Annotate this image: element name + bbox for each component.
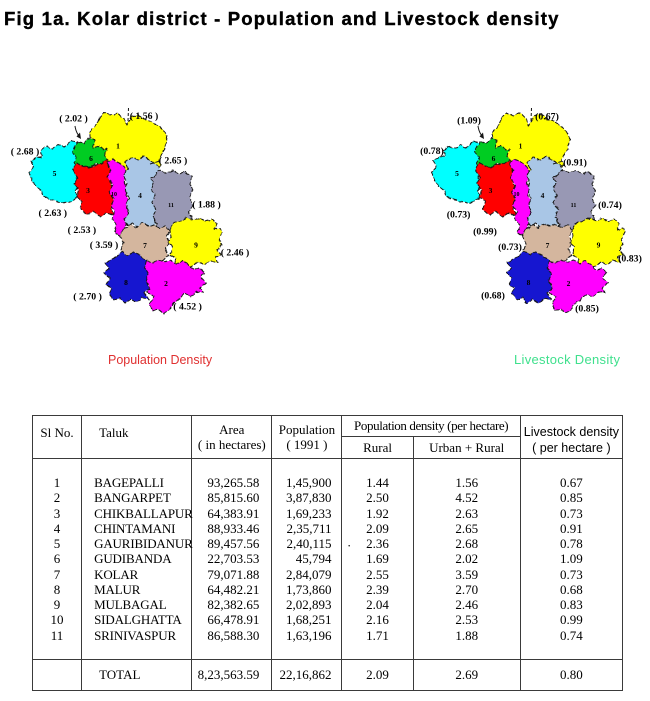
svg-text:(0.99): (0.99) xyxy=(473,227,497,238)
svg-text:( 3.59 ): ( 3.59 ) xyxy=(90,240,119,251)
svg-text:( 2.46 ): ( 2.46 ) xyxy=(221,248,250,259)
svg-text:(1.09): (1.09) xyxy=(457,116,481,127)
svg-text:( 1.88 ): ( 1.88 ) xyxy=(192,200,221,211)
svg-text:( 1.56 ): ( 1.56 ) xyxy=(130,111,159,122)
svg-text:(0.68): (0.68) xyxy=(481,291,505,302)
svg-text:(0.67): (0.67) xyxy=(535,112,559,123)
svg-text:(0.83): (0.83) xyxy=(618,254,642,265)
svg-text:( 2.02 ): ( 2.02 ) xyxy=(59,114,88,125)
svg-text:(0.73): (0.73) xyxy=(498,242,522,253)
svg-text:( 2.70 ): ( 2.70 ) xyxy=(73,292,102,303)
svg-text:( 2.68 ): ( 2.68 ) xyxy=(11,147,40,158)
svg-text:(0.73): (0.73) xyxy=(447,210,471,221)
svg-text:( 2.63 ): ( 2.63 ) xyxy=(39,208,68,219)
svg-text:(0.91): (0.91) xyxy=(563,158,587,169)
svg-text:( 2.65 ): ( 2.65 ) xyxy=(159,156,188,167)
svg-text:( 2.53 ): ( 2.53 ) xyxy=(68,225,97,236)
svg-text:(0.85): (0.85) xyxy=(575,304,599,315)
svg-text:( 4.52 ): ( 4.52 ) xyxy=(173,302,202,313)
svg-text:(0.74): (0.74) xyxy=(598,200,622,211)
svg-text:(0.78): (0.78) xyxy=(420,146,444,157)
